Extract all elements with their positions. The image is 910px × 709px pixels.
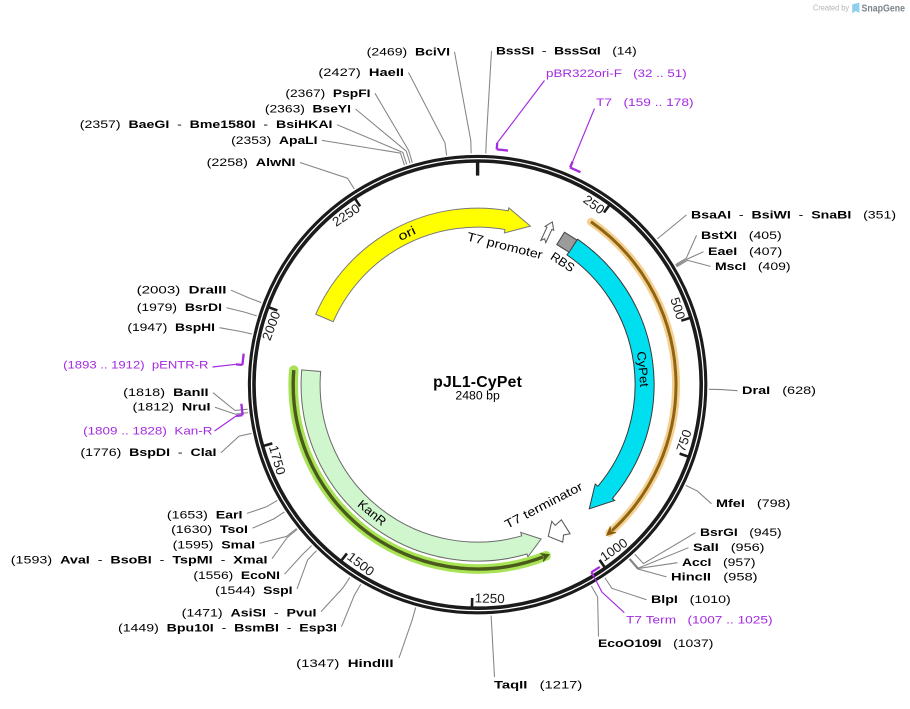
svg-text:EcoO109I (1037): EcoO109I (1037) <box>598 638 714 650</box>
svg-text:(1471) AsiSI - PvuI: (1471) AsiSI - PvuI <box>182 608 317 620</box>
svg-text:(2258) AlwNI: (2258) AlwNI <box>207 157 296 169</box>
svg-text:(2357) BaeGI - Bme1580I -: (2357) BaeGI - Bme1580I - BsiHKAI <box>80 119 333 131</box>
svg-text:(1653) EarI: (1653) EarI <box>167 509 243 521</box>
svg-text:(1809 .. 1828) Kan-R: (1809 .. 1828) Kan-R <box>83 426 212 438</box>
svg-text:MfeI (798): MfeI (798) <box>716 498 791 510</box>
svg-text:(1593) AvaI - BsoBI - Tsp: (1593) AvaI - BsoBI - TspMI - XmaI <box>11 555 268 567</box>
svg-text:(1595) SmaI: (1595) SmaI <box>173 539 255 551</box>
svg-text:(1630) TsoI: (1630) TsoI <box>171 524 248 536</box>
svg-text:BlpI (1010): BlpI (1010) <box>651 594 731 606</box>
svg-text:T7 (159 .. 178): T7 (159 .. 178) <box>596 97 694 109</box>
svg-text:(1893 .. 1912) pENTR-R: (1893 .. 1912) pENTR-R <box>63 360 208 372</box>
svg-text:(2003) DraIII: (2003) DraIII <box>137 285 227 297</box>
svg-text:(2353) ApaLI: (2353) ApaLI <box>231 135 317 147</box>
svg-text:(1449) Bpu10I - BsmBI - E: (1449) Bpu10I - BsmBI - Esp3I <box>118 623 337 635</box>
svg-text:BsrGI (945): BsrGI (945) <box>700 527 782 539</box>
svg-text:SnapGene: SnapGene <box>862 3 906 14</box>
svg-text:AccI (957): AccI (957) <box>682 557 756 569</box>
svg-text:(1812) NruI: (1812) NruI <box>133 402 211 414</box>
svg-text:(1544) SspI: (1544) SspI <box>215 585 292 597</box>
svg-text:Created by: Created by <box>813 3 849 12</box>
svg-text:BstXI (405): BstXI (405) <box>701 230 782 242</box>
svg-text:(1776) BspDI - ClaI: (1776) BspDI - ClaI <box>80 447 216 459</box>
svg-text:pBR322ori-F (32 .. 51): pBR322ori-F (32 .. 51) <box>546 68 687 80</box>
svg-text:(2427) HaeII: (2427) HaeII <box>318 67 404 79</box>
svg-text:TaqII (1217): TaqII (1217) <box>494 679 583 691</box>
svg-text:(2469) BciVI: (2469) BciVI <box>367 46 450 58</box>
svg-text:1250: 1250 <box>475 590 505 606</box>
svg-text:SalI (956): SalI (956) <box>693 542 765 554</box>
svg-text:(1979) BsrDI: (1979) BsrDI <box>137 302 222 314</box>
svg-text:HincII (958): HincII (958) <box>671 571 758 583</box>
svg-text:DraI (628): DraI (628) <box>742 385 816 397</box>
svg-text:2480 bp: 2480 bp <box>455 389 500 403</box>
svg-text:(2363) BseYI: (2363) BseYI <box>265 104 351 116</box>
svg-text:(1947) BspHI: (1947) BspHI <box>127 322 215 334</box>
svg-text:BssSI - BssSαI (14): BssSI - BssSαI (14) <box>496 45 637 57</box>
svg-text:T7 Term (1007 .. 1025): T7 Term (1007 .. 1025) <box>626 614 773 626</box>
svg-text:BsaAI - BsiWI - SnaBI (3: BsaAI - BsiWI - SnaBI (351) <box>691 209 896 221</box>
svg-text:(1347) HindIII: (1347) HindIII <box>296 658 393 670</box>
svg-text:(1818) BanII: (1818) BanII <box>123 387 208 399</box>
svg-text:EaeI (407): EaeI (407) <box>708 246 783 258</box>
svg-text:MscI (409): MscI (409) <box>715 261 791 273</box>
svg-text:(1556) EcoNI: (1556) EcoNI <box>193 570 280 582</box>
svg-text:(2367) PspFI: (2367) PspFI <box>285 88 370 100</box>
